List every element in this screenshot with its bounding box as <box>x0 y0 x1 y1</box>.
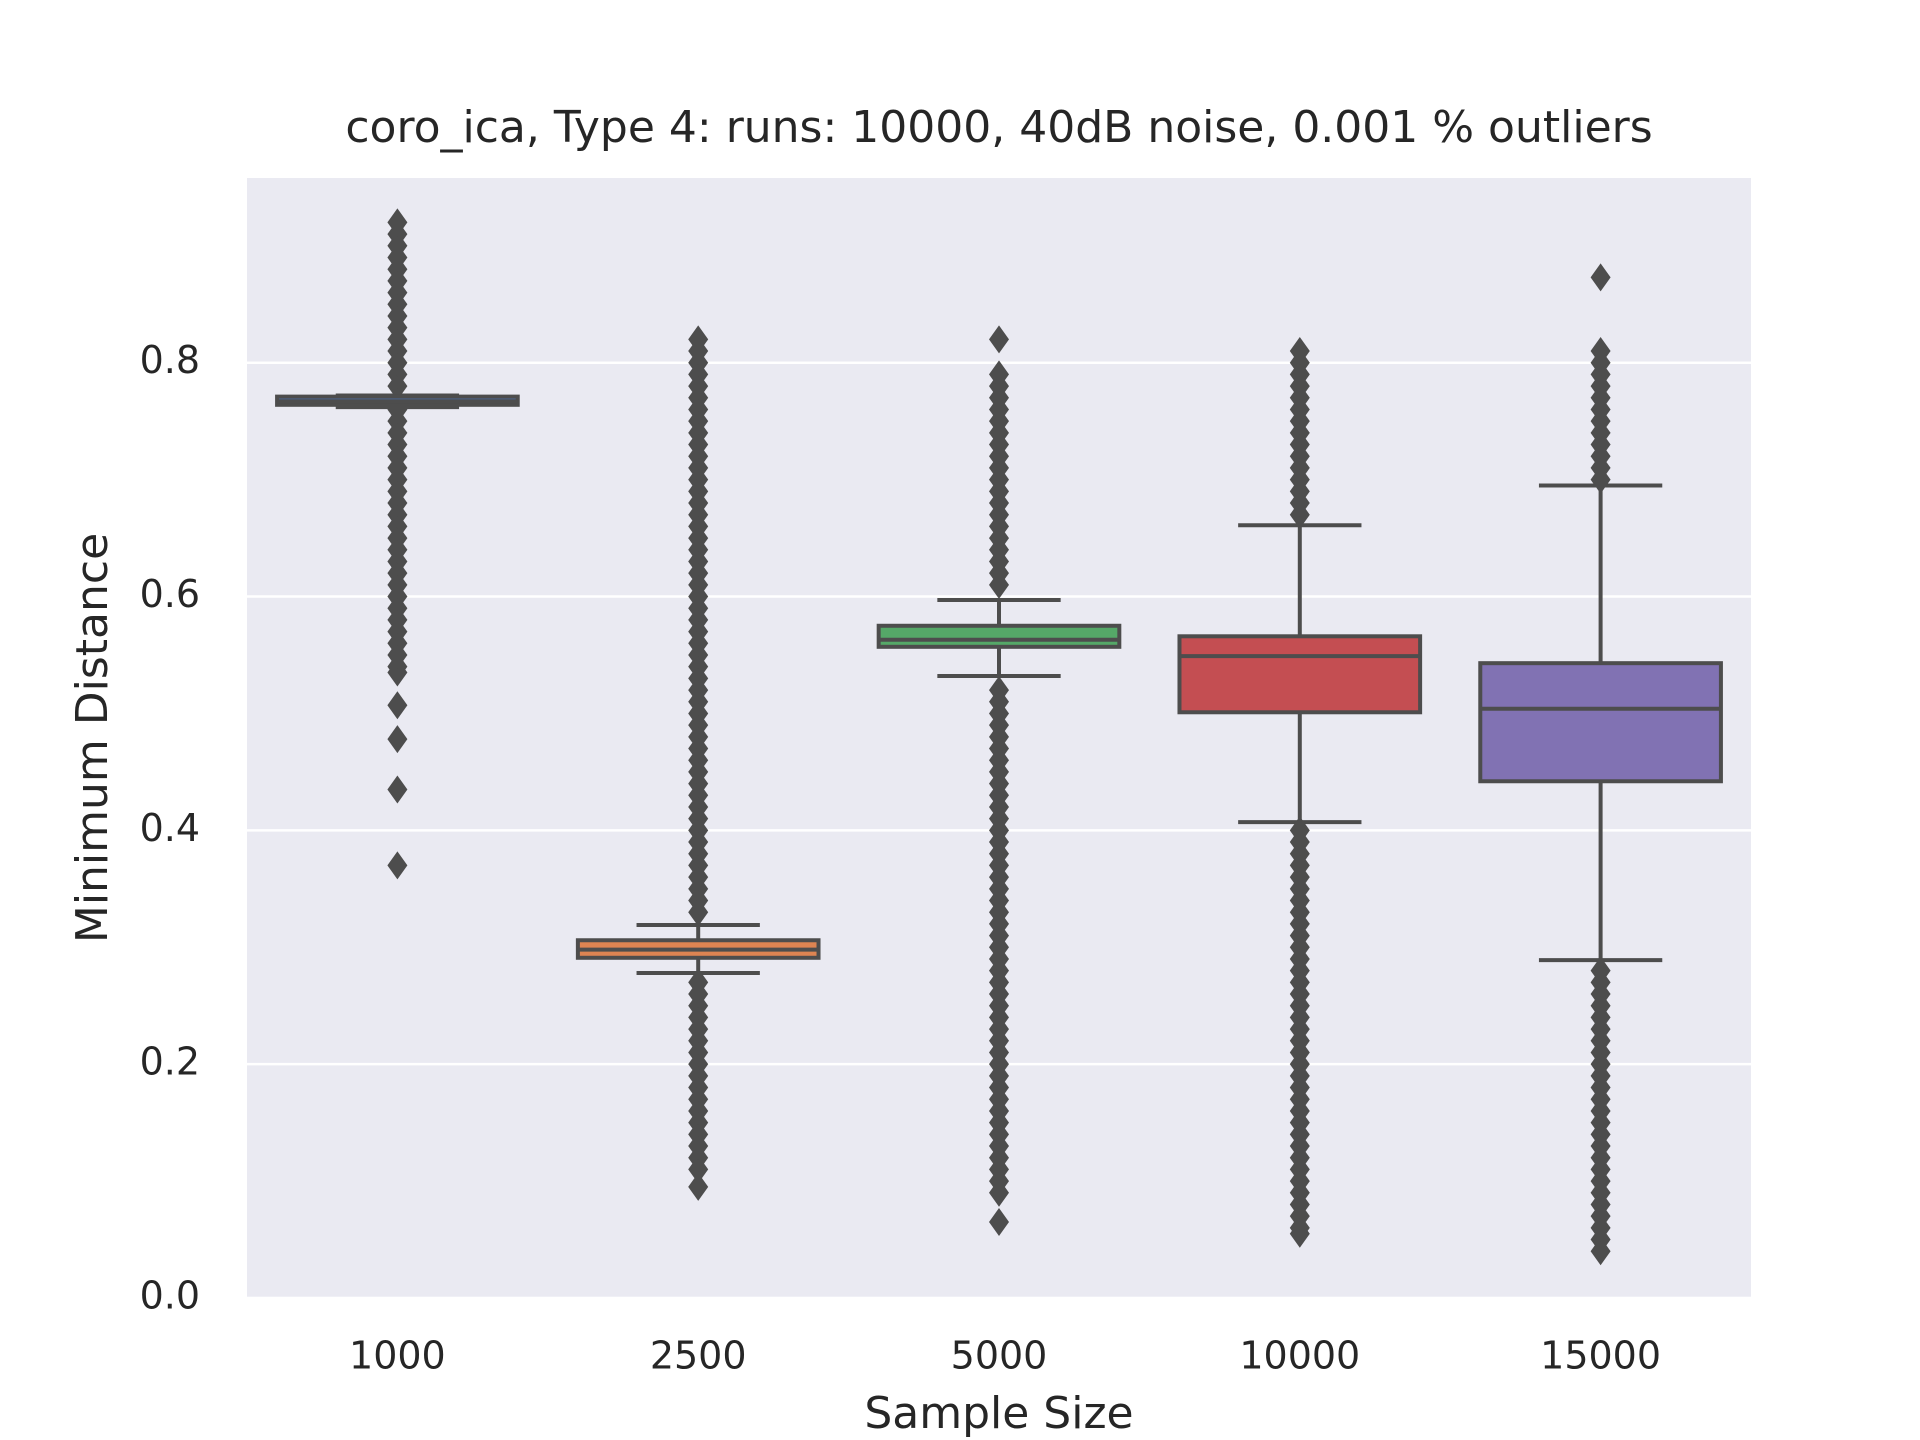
box <box>1478 661 1723 784</box>
y-tick-label: 0.4 <box>140 806 200 850</box>
outlier <box>1289 816 1310 845</box>
outlier <box>688 325 709 354</box>
y-axis-label: Minimum Distance <box>67 533 118 943</box>
outlier <box>387 208 408 237</box>
x-tick-label: 10000 <box>1239 1334 1360 1378</box>
outlier <box>387 851 408 880</box>
outlier <box>989 676 1009 705</box>
outlier <box>387 775 408 804</box>
x-tick-label: 2500 <box>650 1334 747 1378</box>
outlier <box>387 725 408 754</box>
x-axis-label: Sample Size <box>864 1388 1133 1439</box>
outlier <box>1289 337 1310 366</box>
outlier <box>688 968 709 997</box>
outlier <box>1590 956 1611 985</box>
x-tick-label: 1000 <box>349 1334 446 1378</box>
outlier <box>387 691 408 720</box>
y-tick-label: 0.2 <box>140 1040 200 1084</box>
y-tick-label: 0.6 <box>140 572 200 616</box>
x-tick-label: 15000 <box>1540 1334 1661 1378</box>
box <box>876 623 1122 649</box>
chart-title: coro_ica, Type 4: runs: 10000, 40dB nois… <box>345 102 1652 153</box>
y-tick-label: 0.8 <box>140 338 200 382</box>
outlier <box>989 1208 1009 1237</box>
marks <box>275 208 1723 1266</box>
outlier <box>1590 337 1611 366</box>
y-tick-label: 0.0 <box>140 1274 200 1318</box>
x-tick-label: 5000 <box>951 1334 1048 1378</box>
box <box>1177 634 1423 715</box>
outlier <box>989 325 1009 354</box>
outlier <box>989 360 1009 389</box>
outlier <box>688 1172 709 1201</box>
outlier <box>1590 263 1611 292</box>
